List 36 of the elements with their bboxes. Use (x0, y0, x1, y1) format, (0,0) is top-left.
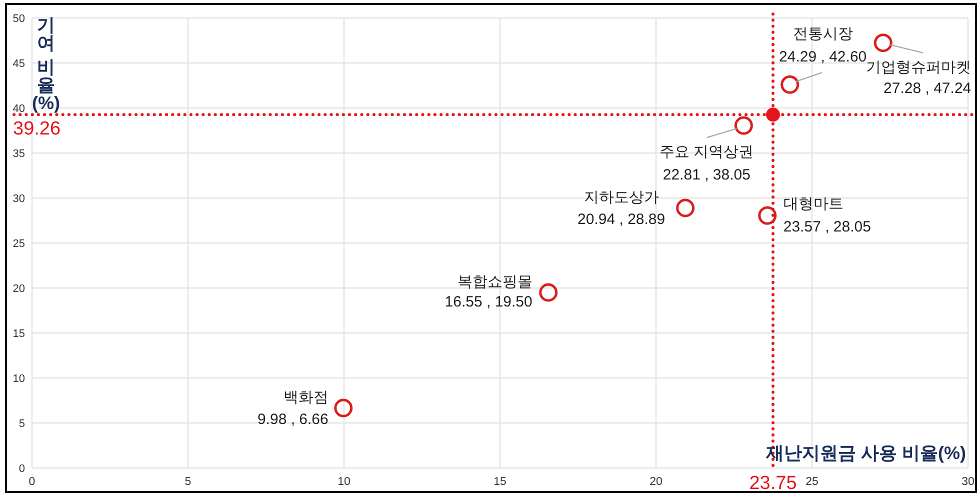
ref-label: 23.75 (749, 473, 797, 494)
value-label: 27.28 , 47.24 (884, 80, 972, 97)
y-tick-label: 5 (18, 418, 25, 430)
annotation: 기업형슈퍼마켓 (866, 58, 972, 76)
value-label: 20.94 , 28.89 (578, 211, 666, 228)
annotation: 대형마트 (783, 196, 844, 213)
value-label: 16.55 , 19.50 (444, 294, 532, 310)
y-tick-label: 15 (12, 328, 25, 340)
value-label: 24.29 , 42.60 (779, 48, 867, 66)
y-tick-label: 50 (12, 13, 25, 25)
value-label: 23.57 , 28.05 (783, 218, 871, 236)
x-tick-label: 20 (650, 476, 662, 488)
y-axis-title: 기여 비율(%) (32, 15, 60, 113)
y-tick-label: 35 (12, 148, 25, 160)
y-tick-label: 10 (12, 373, 25, 385)
ref-label: 39.26 (13, 118, 61, 140)
y-tick-label: 45 (12, 58, 25, 70)
annotation: 전통시장 (792, 26, 853, 43)
x-tick-label: 25 (806, 476, 818, 488)
y-tick-label: 20 (12, 283, 25, 295)
annotation: 지하도상가 (584, 189, 659, 206)
x-tick-label: 0 (28, 476, 36, 488)
y-tick-label: 0 (18, 463, 25, 475)
value-label: 22.81 , 38.05 (662, 166, 750, 184)
annotation: 백화점 (283, 389, 328, 406)
x-tick-label: 15 (494, 476, 506, 488)
y-tick-label: 40 (12, 103, 25, 115)
x-tick-label: 10 (338, 476, 350, 488)
annotation: 복합쇼핑몰 (457, 274, 532, 290)
y-tick-label: 25 (12, 238, 25, 250)
x-axis-title: 재난지원금 사용 비율(%) (766, 443, 966, 463)
x-tick-label: 5 (184, 476, 192, 488)
y-tick-label: 30 (12, 193, 25, 205)
annotation: 주요 지역상권 (660, 144, 754, 161)
value-label: 9.98 , 6.66 (257, 411, 328, 428)
x-tick-label: 30 (962, 476, 974, 488)
